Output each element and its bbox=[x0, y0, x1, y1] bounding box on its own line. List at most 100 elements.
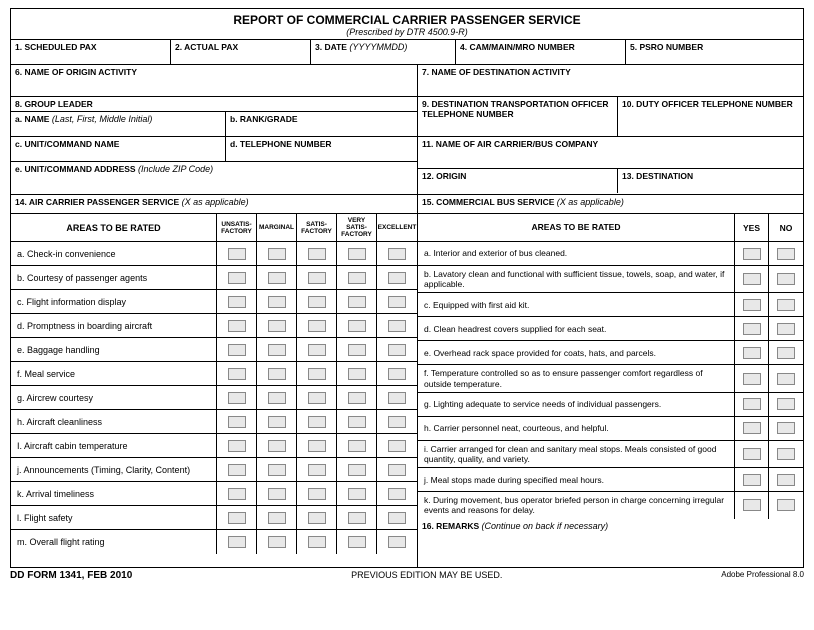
field-psro-number: 5. PSRO NUMBER bbox=[630, 42, 703, 52]
rating-checkbox[interactable] bbox=[308, 368, 326, 380]
rating-checkbox[interactable] bbox=[228, 248, 246, 260]
rating-checkbox[interactable] bbox=[228, 344, 246, 356]
rating-checkbox[interactable] bbox=[308, 536, 326, 548]
rating-checkbox-cell bbox=[217, 482, 257, 505]
yn-checkbox[interactable] bbox=[743, 422, 761, 434]
rating-checkbox[interactable] bbox=[268, 368, 286, 380]
yn-checkbox[interactable] bbox=[777, 448, 795, 460]
yn-checkbox[interactable] bbox=[743, 398, 761, 410]
yn-checkbox[interactable] bbox=[743, 448, 761, 460]
rating-checkbox[interactable] bbox=[388, 320, 406, 332]
yn-checkbox[interactable] bbox=[743, 273, 761, 285]
yn-checkbox[interactable] bbox=[777, 398, 795, 410]
field-unit-address-hint: (Include ZIP Code) bbox=[138, 164, 213, 174]
rating-checkbox[interactable] bbox=[268, 320, 286, 332]
rating-checkbox[interactable] bbox=[308, 392, 326, 404]
bus-area-label: f. Temperature controlled so as to ensur… bbox=[418, 365, 735, 391]
rating-checkbox[interactable] bbox=[388, 248, 406, 260]
rating-checkbox[interactable] bbox=[228, 464, 246, 476]
rating-checkbox[interactable] bbox=[228, 440, 246, 452]
yn-checkbox[interactable] bbox=[743, 347, 761, 359]
rating-checkbox[interactable] bbox=[348, 536, 366, 548]
rating-checkbox[interactable] bbox=[388, 368, 406, 380]
yn-checkbox[interactable] bbox=[777, 474, 795, 486]
rating-checkbox[interactable] bbox=[228, 512, 246, 524]
rating-checkbox[interactable] bbox=[308, 464, 326, 476]
rating-checkbox[interactable] bbox=[268, 272, 286, 284]
rating-checkbox[interactable] bbox=[268, 416, 286, 428]
rating-checkbox[interactable] bbox=[228, 392, 246, 404]
rating-checkbox[interactable] bbox=[388, 272, 406, 284]
rating-checkbox[interactable] bbox=[348, 512, 366, 524]
rating-checkbox[interactable] bbox=[308, 440, 326, 452]
bus-area-label: h. Carrier personnel neat, courteous, an… bbox=[418, 417, 735, 440]
rating-checkbox[interactable] bbox=[268, 296, 286, 308]
rating-checkbox[interactable] bbox=[268, 344, 286, 356]
rating-checkbox[interactable] bbox=[228, 320, 246, 332]
yn-checkbox[interactable] bbox=[777, 299, 795, 311]
rating-checkbox[interactable] bbox=[308, 320, 326, 332]
yn-checkbox[interactable] bbox=[743, 248, 761, 260]
yn-checkbox[interactable] bbox=[777, 347, 795, 359]
bus-row: g. Lighting adequate to service needs of… bbox=[418, 393, 803, 417]
rating-checkbox[interactable] bbox=[388, 536, 406, 548]
rating-checkbox[interactable] bbox=[348, 392, 366, 404]
rating-checkbox[interactable] bbox=[348, 320, 366, 332]
rating-checkbox[interactable] bbox=[268, 248, 286, 260]
rating-checkbox[interactable] bbox=[268, 512, 286, 524]
rating-checkbox[interactable] bbox=[268, 488, 286, 500]
rating-checkbox[interactable] bbox=[348, 296, 366, 308]
rating-checkbox[interactable] bbox=[348, 368, 366, 380]
yn-checkbox[interactable] bbox=[743, 323, 761, 335]
rating-checkbox[interactable] bbox=[228, 368, 246, 380]
rating-checkbox[interactable] bbox=[308, 272, 326, 284]
rating-checkbox[interactable] bbox=[348, 248, 366, 260]
rating-checkbox[interactable] bbox=[388, 344, 406, 356]
yn-checkbox[interactable] bbox=[777, 273, 795, 285]
rating-checkbox[interactable] bbox=[388, 392, 406, 404]
rating-checkbox[interactable] bbox=[388, 488, 406, 500]
yn-checkbox[interactable] bbox=[777, 499, 795, 511]
yn-checkbox[interactable] bbox=[743, 499, 761, 511]
rating-checkbox[interactable] bbox=[228, 272, 246, 284]
rating-checkbox[interactable] bbox=[308, 248, 326, 260]
yn-checkbox[interactable] bbox=[743, 373, 761, 385]
rating-checkbox[interactable] bbox=[348, 464, 366, 476]
rating-checkbox[interactable] bbox=[388, 464, 406, 476]
rating-checkbox-cell bbox=[297, 266, 337, 289]
rating-checkbox[interactable] bbox=[308, 296, 326, 308]
rating-checkbox[interactable] bbox=[388, 296, 406, 308]
rating-checkbox[interactable] bbox=[348, 440, 366, 452]
rating-checkbox-cell bbox=[297, 242, 337, 265]
rating-checkbox[interactable] bbox=[268, 392, 286, 404]
rating-checkbox[interactable] bbox=[268, 464, 286, 476]
rating-checkbox[interactable] bbox=[268, 440, 286, 452]
rating-checkbox[interactable] bbox=[268, 536, 286, 548]
rating-checkbox[interactable] bbox=[348, 344, 366, 356]
rating-checkbox[interactable] bbox=[348, 272, 366, 284]
rating-checkbox[interactable] bbox=[348, 488, 366, 500]
air-area-label: k. Arrival timeliness bbox=[11, 482, 217, 505]
yn-checkbox[interactable] bbox=[777, 373, 795, 385]
row-6-7: 6. NAME OF ORIGIN ACTIVITY 7. NAME OF DE… bbox=[11, 65, 803, 97]
yn-checkbox[interactable] bbox=[743, 299, 761, 311]
rating-checkbox[interactable] bbox=[348, 416, 366, 428]
rating-checkbox[interactable] bbox=[308, 512, 326, 524]
rating-checkbox[interactable] bbox=[228, 488, 246, 500]
air-area-label: e. Baggage handling bbox=[11, 338, 217, 361]
yn-checkbox[interactable] bbox=[777, 248, 795, 260]
rating-checkbox[interactable] bbox=[308, 416, 326, 428]
rating-checkbox[interactable] bbox=[308, 344, 326, 356]
air-row: d. Promptness in boarding aircraft bbox=[11, 314, 417, 338]
rating-checkbox[interactable] bbox=[228, 296, 246, 308]
yn-checkbox[interactable] bbox=[777, 323, 795, 335]
rating-checkbox[interactable] bbox=[388, 440, 406, 452]
rating-checkbox[interactable] bbox=[308, 488, 326, 500]
rating-checkbox[interactable] bbox=[388, 512, 406, 524]
rating-checkbox[interactable] bbox=[228, 536, 246, 548]
rating-checkbox[interactable] bbox=[228, 416, 246, 428]
air-row: e. Baggage handling bbox=[11, 338, 417, 362]
rating-checkbox[interactable] bbox=[388, 416, 406, 428]
yn-checkbox[interactable] bbox=[777, 422, 795, 434]
yn-checkbox[interactable] bbox=[743, 474, 761, 486]
